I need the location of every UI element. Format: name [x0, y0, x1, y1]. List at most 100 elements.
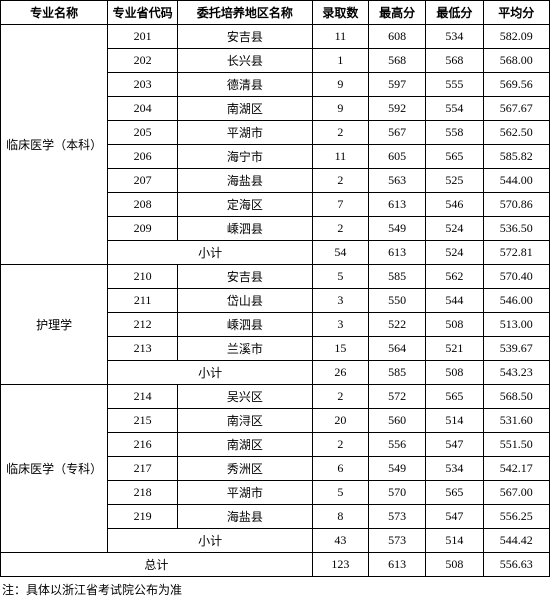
cell-max: 568 [369, 49, 426, 73]
cell-count: 9 [312, 73, 368, 97]
cell-count: 2 [312, 385, 368, 409]
total-min: 508 [426, 553, 483, 577]
cell-count: 11 [312, 145, 368, 169]
subtotal-max: 585 [369, 361, 426, 385]
table-row: 临床医学（本科）201安吉县11608534582.09 [1, 25, 550, 49]
cell-count: 5 [312, 265, 368, 289]
cell-count: 2 [312, 433, 368, 457]
cell-min: 565 [426, 145, 483, 169]
cell-avg: 582.09 [483, 25, 549, 49]
cell-max: 585 [369, 265, 426, 289]
cell-avg: 544.00 [483, 169, 549, 193]
cell-region: 吴兴区 [177, 385, 312, 409]
cell-code: 207 [108, 169, 178, 193]
cell-min: 565 [426, 481, 483, 505]
cell-count: 5 [312, 481, 368, 505]
total-count: 123 [312, 553, 368, 577]
cell-avg: 585.82 [483, 145, 549, 169]
cell-max: 556 [369, 433, 426, 457]
cell-region: 兰溪市 [177, 337, 312, 361]
cell-count: 11 [312, 25, 368, 49]
header-avg: 平均分 [483, 1, 549, 25]
total-avg: 556.63 [483, 553, 549, 577]
cell-count: 3 [312, 313, 368, 337]
header-major: 专业名称 [1, 1, 108, 25]
cell-region: 嵊泗县 [177, 313, 312, 337]
cell-code: 218 [108, 481, 178, 505]
header-row: 专业名称 专业省代码 委托培养地区名称 录取数 最高分 最低分 平均分 [1, 1, 550, 25]
cell-avg: 562.50 [483, 121, 549, 145]
cell-avg: 513.00 [483, 313, 549, 337]
subtotal-count: 26 [312, 361, 368, 385]
cell-region: 安吉县 [177, 25, 312, 49]
cell-region: 安吉县 [177, 265, 312, 289]
cell-min: 568 [426, 49, 483, 73]
cell-code: 203 [108, 73, 178, 97]
cell-region: 海盐县 [177, 169, 312, 193]
cell-code: 215 [108, 409, 178, 433]
cell-count: 9 [312, 97, 368, 121]
cell-max: 550 [369, 289, 426, 313]
subtotal-label: 小计 [108, 529, 312, 553]
cell-code: 212 [108, 313, 178, 337]
cell-avg: 570.86 [483, 193, 549, 217]
total-label: 总计 [1, 553, 313, 577]
cell-code: 217 [108, 457, 178, 481]
cell-code: 206 [108, 145, 178, 169]
cell-avg: 569.56 [483, 73, 549, 97]
total-max: 613 [369, 553, 426, 577]
cell-count: 6 [312, 457, 368, 481]
cell-count: 8 [312, 505, 368, 529]
cell-avg: 568.00 [483, 49, 549, 73]
cell-region: 定海区 [177, 193, 312, 217]
subtotal-avg: 572.81 [483, 241, 549, 265]
cell-code: 210 [108, 265, 178, 289]
cell-min: 534 [426, 25, 483, 49]
header-code: 专业省代码 [108, 1, 178, 25]
table-row: 护理学210安吉县5585562570.40 [1, 265, 550, 289]
cell-region: 长兴县 [177, 49, 312, 73]
subtotal-min: 514 [426, 529, 483, 553]
cell-region: 南湖区 [177, 433, 312, 457]
cell-min: 555 [426, 73, 483, 97]
cell-region: 海宁市 [177, 145, 312, 169]
cell-region: 岱山县 [177, 289, 312, 313]
subtotal-avg: 543.23 [483, 361, 549, 385]
subtotal-label: 小计 [108, 241, 312, 265]
admission-table: 专业名称 专业省代码 委托培养地区名称 录取数 最高分 最低分 平均分 临床医学… [0, 0, 550, 577]
cell-count: 2 [312, 217, 368, 241]
cell-max: 564 [369, 337, 426, 361]
cell-count: 15 [312, 337, 368, 361]
subtotal-label: 小计 [108, 361, 312, 385]
cell-region: 平湖市 [177, 481, 312, 505]
cell-count: 2 [312, 121, 368, 145]
table-row: 临床医学（专科）214吴兴区2572565568.50 [1, 385, 550, 409]
cell-max: 567 [369, 121, 426, 145]
cell-max: 613 [369, 193, 426, 217]
header-min: 最低分 [426, 1, 483, 25]
subtotal-max: 573 [369, 529, 426, 553]
cell-code: 219 [108, 505, 178, 529]
cell-count: 3 [312, 289, 368, 313]
cell-min: 554 [426, 97, 483, 121]
cell-avg: 542.17 [483, 457, 549, 481]
cell-max: 560 [369, 409, 426, 433]
cell-code: 202 [108, 49, 178, 73]
major-cell: 临床医学（本科） [1, 25, 108, 265]
cell-max: 549 [369, 217, 426, 241]
cell-max: 570 [369, 481, 426, 505]
cell-min: 547 [426, 433, 483, 457]
cell-count: 7 [312, 193, 368, 217]
cell-region: 南湖区 [177, 97, 312, 121]
cell-avg: 567.00 [483, 481, 549, 505]
cell-count: 20 [312, 409, 368, 433]
cell-region: 平湖市 [177, 121, 312, 145]
cell-max: 592 [369, 97, 426, 121]
cell-avg: 546.00 [483, 289, 549, 313]
cell-region: 德清县 [177, 73, 312, 97]
cell-max: 573 [369, 505, 426, 529]
cell-min: 514 [426, 409, 483, 433]
cell-max: 608 [369, 25, 426, 49]
cell-min: 534 [426, 457, 483, 481]
cell-max: 572 [369, 385, 426, 409]
